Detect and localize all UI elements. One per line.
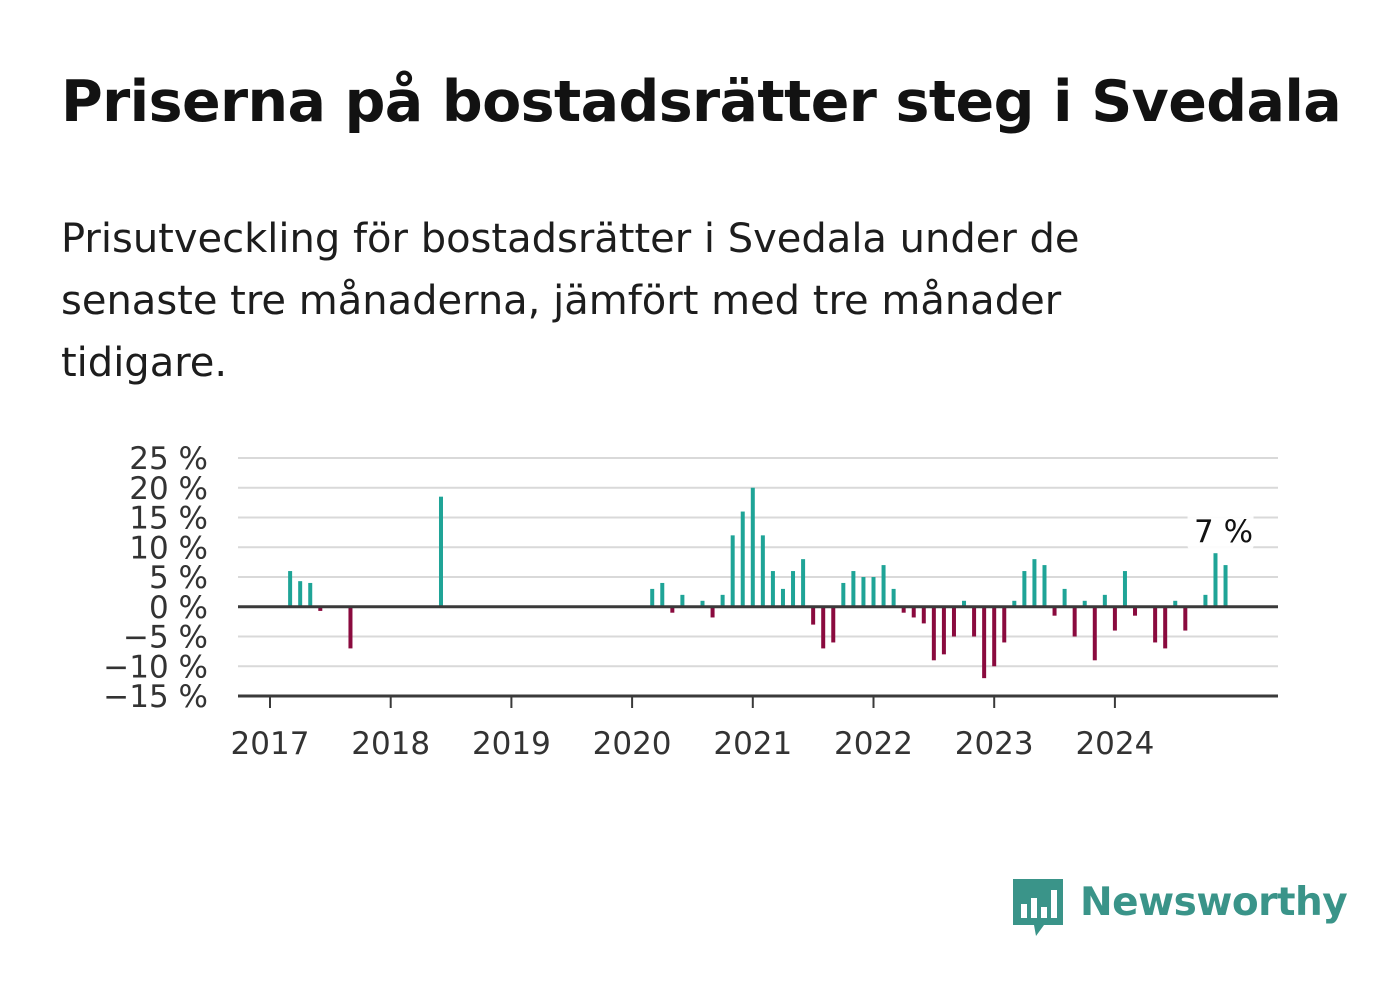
y-axis-ticks: 25 %20 %15 %10 %5 %0 %−5 %−10 %−15 %	[103, 441, 208, 715]
bar	[861, 577, 866, 607]
bar	[871, 577, 876, 607]
x-tick-label: 2017	[231, 726, 310, 762]
chart-title: Priserna på bostadsrätter steg i Svedala	[61, 69, 1342, 135]
bar	[931, 606, 936, 661]
bar	[851, 571, 856, 607]
bar	[760, 535, 765, 607]
chart-subtitle: Prisutveckling för bostadsrätter i Sveda…	[61, 216, 1080, 386]
annotation-label: 7 %	[1194, 514, 1253, 550]
bar	[660, 582, 665, 607]
bar	[1012, 600, 1017, 607]
bar	[821, 606, 826, 649]
bar	[1062, 588, 1067, 607]
bar	[1173, 600, 1178, 607]
bar	[1112, 606, 1117, 631]
bar	[670, 606, 675, 613]
annotation: 7 %	[1187, 512, 1254, 550]
y-tick-label: 15 %	[129, 501, 208, 537]
bar	[1163, 606, 1168, 649]
bar	[438, 496, 443, 607]
y-tick-label: 5 %	[149, 560, 208, 596]
x-tick-label: 2022	[834, 726, 913, 762]
x-tick-label: 2024	[1075, 726, 1154, 762]
bar	[740, 511, 745, 607]
y-tick-label: 25 %	[129, 441, 208, 477]
bar	[700, 600, 705, 607]
bar	[680, 594, 685, 607]
bar	[972, 606, 977, 637]
bar	[911, 606, 916, 618]
bar	[1032, 559, 1037, 607]
brand-logo: Newsworthy	[1010, 876, 1348, 940]
axes	[238, 605, 1278, 698]
bar	[1183, 606, 1188, 631]
bar	[1002, 606, 1007, 643]
bar	[720, 594, 725, 607]
y-tick-label: 10 %	[129, 530, 208, 566]
bar	[791, 571, 796, 607]
y-tick-label: 20 %	[129, 471, 208, 507]
bar	[710, 606, 715, 618]
bar	[1213, 553, 1218, 607]
y-tick-label: −5 %	[123, 620, 208, 656]
bar	[901, 606, 906, 613]
bar	[891, 588, 896, 607]
bar	[881, 565, 886, 607]
y-tick-label: −10 %	[103, 649, 208, 685]
bar	[811, 606, 816, 625]
bar	[1203, 594, 1208, 607]
bar	[288, 571, 293, 607]
bar	[1022, 571, 1027, 607]
bar	[1072, 606, 1077, 637]
bar	[780, 588, 785, 607]
bar	[318, 606, 323, 611]
bar	[1092, 606, 1097, 661]
bar	[831, 606, 836, 643]
bar	[308, 582, 313, 607]
x-axis-ticks: 2017 2018 2019 2020 2021 2022 2023 2024	[231, 696, 1154, 762]
gridlines	[238, 457, 1278, 697]
bars	[288, 487, 1228, 679]
annotation-background	[1187, 512, 1254, 550]
bar	[770, 571, 775, 607]
bar	[841, 582, 846, 607]
bar	[1122, 571, 1127, 607]
x-tick-label: 2021	[713, 726, 792, 762]
bar	[1223, 565, 1228, 607]
bar	[1082, 600, 1087, 607]
x-tick-label: 2023	[955, 726, 1034, 762]
bar	[298, 581, 303, 607]
bar	[951, 606, 956, 637]
bar	[1153, 606, 1158, 643]
bar	[730, 535, 735, 607]
bar	[1042, 565, 1047, 607]
bar	[962, 600, 967, 607]
bar	[1102, 594, 1107, 607]
bar	[992, 606, 997, 667]
bar	[750, 487, 755, 607]
bar	[650, 588, 655, 607]
bar	[348, 606, 353, 649]
newsworthy-logo-icon	[1013, 879, 1063, 936]
brand-name: Newsworthy	[1080, 880, 1348, 925]
x-tick-label: 2019	[472, 726, 551, 762]
bar	[1052, 606, 1057, 616]
bar	[1133, 606, 1138, 616]
bar	[921, 606, 926, 624]
x-tick-label: 2018	[351, 726, 430, 762]
y-tick-label: −15 %	[103, 679, 208, 715]
bar	[941, 606, 946, 655]
x-tick-label: 2020	[593, 726, 672, 762]
y-tick-label: 0 %	[149, 590, 208, 626]
bar	[982, 606, 987, 679]
bar	[801, 559, 806, 607]
bar-chart: 25 %20 %15 %10 %5 %0 %−5 %−10 %−15 % 201…	[103, 441, 1278, 762]
